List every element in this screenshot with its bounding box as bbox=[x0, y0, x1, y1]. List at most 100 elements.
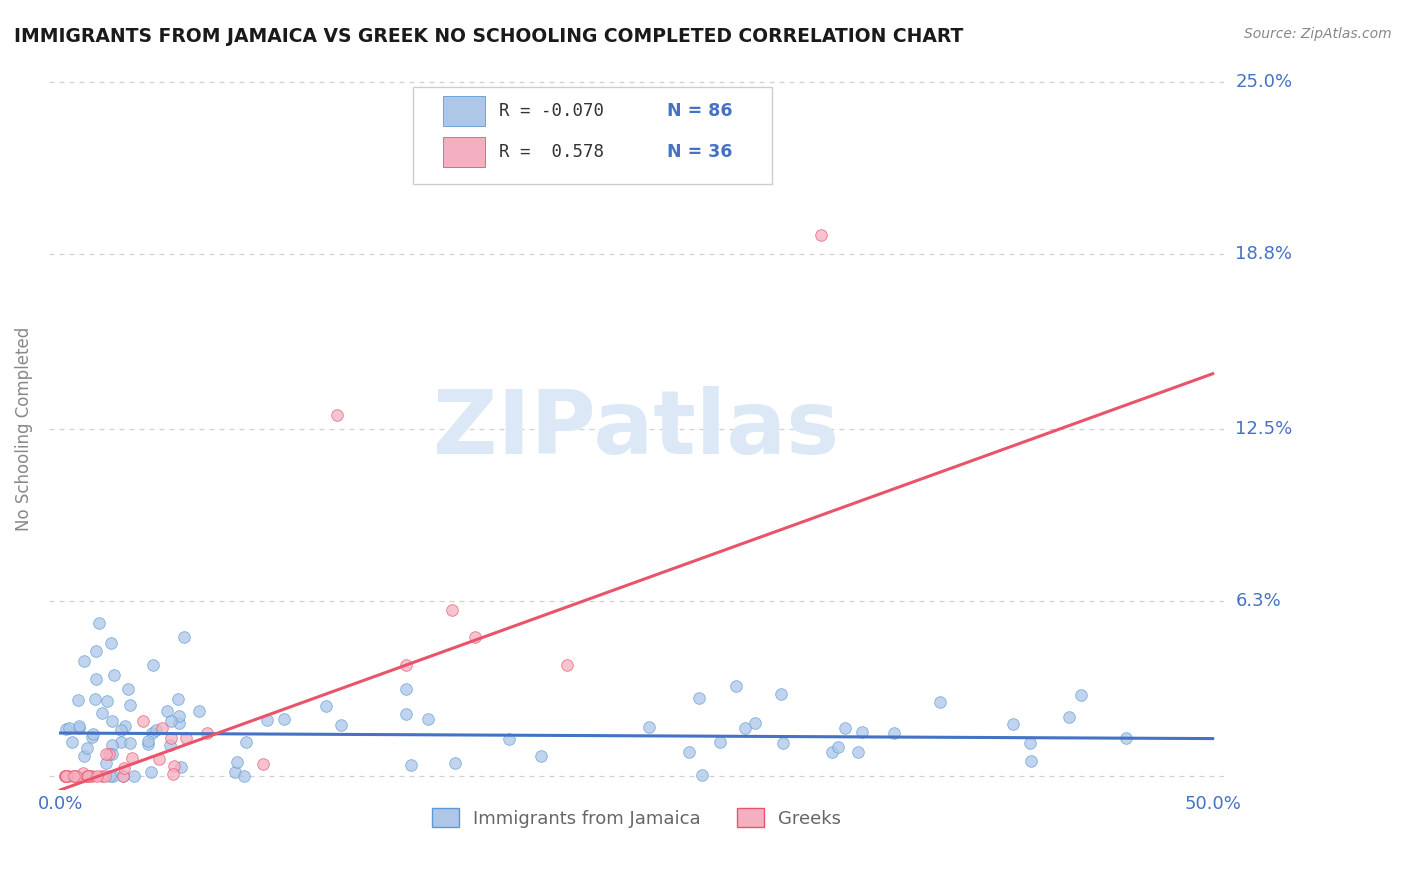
Point bbox=[110, 723, 132, 737]
Point bbox=[139, 764, 162, 779]
Point bbox=[53, 769, 76, 783]
Text: 18.8%: 18.8% bbox=[1236, 245, 1292, 263]
Point bbox=[772, 736, 794, 750]
Point bbox=[55, 769, 77, 783]
Point bbox=[82, 727, 104, 741]
Point bbox=[1019, 754, 1042, 768]
Point bbox=[98, 769, 121, 783]
Point bbox=[101, 714, 124, 729]
Text: IMMIGRANTS FROM JAMAICA VS GREEK NO SCHOOLING COMPLETED CORRELATION CHART: IMMIGRANTS FROM JAMAICA VS GREEK NO SCHO… bbox=[14, 27, 963, 45]
Point bbox=[159, 714, 181, 728]
Point bbox=[395, 681, 418, 696]
Bar bbox=[443, 136, 485, 167]
Text: 12.5%: 12.5% bbox=[1236, 420, 1292, 438]
Point bbox=[273, 712, 295, 726]
Point bbox=[167, 708, 190, 723]
Point bbox=[821, 745, 844, 759]
Bar bbox=[443, 96, 485, 127]
Point bbox=[62, 769, 84, 783]
Text: R =  0.578: R = 0.578 bbox=[499, 143, 605, 161]
Point bbox=[114, 718, 136, 732]
Point bbox=[395, 658, 418, 673]
Point bbox=[744, 716, 766, 731]
Point bbox=[173, 630, 195, 644]
Point bbox=[769, 687, 792, 701]
Point bbox=[77, 769, 100, 783]
Point bbox=[159, 738, 181, 752]
Point bbox=[65, 769, 87, 783]
Point bbox=[195, 725, 218, 739]
Point bbox=[395, 706, 418, 721]
Point bbox=[160, 731, 183, 745]
Point bbox=[112, 769, 135, 783]
Point bbox=[557, 658, 579, 673]
Point bbox=[132, 714, 155, 728]
Point bbox=[94, 747, 117, 761]
Point bbox=[678, 745, 700, 759]
Point bbox=[834, 721, 856, 735]
Point bbox=[76, 741, 98, 756]
Text: N = 86: N = 86 bbox=[668, 102, 733, 120]
Point bbox=[162, 767, 184, 781]
Point bbox=[53, 769, 76, 783]
Point bbox=[80, 730, 103, 744]
Point bbox=[224, 764, 246, 779]
Point bbox=[142, 658, 165, 673]
Point bbox=[90, 769, 112, 783]
Point bbox=[55, 722, 77, 736]
Point bbox=[1115, 731, 1137, 745]
Point bbox=[150, 722, 173, 736]
Point bbox=[76, 769, 98, 783]
Point bbox=[141, 725, 163, 739]
Point bbox=[124, 769, 146, 783]
Point bbox=[100, 747, 122, 761]
Point bbox=[188, 704, 211, 718]
Point bbox=[256, 713, 278, 727]
Point bbox=[82, 769, 104, 783]
Point bbox=[96, 756, 118, 771]
Point bbox=[399, 758, 422, 772]
Point bbox=[690, 768, 713, 782]
Point bbox=[112, 761, 135, 775]
Point bbox=[827, 739, 849, 754]
Point bbox=[86, 769, 108, 783]
Point bbox=[444, 756, 467, 770]
Point bbox=[637, 720, 659, 734]
Point bbox=[103, 668, 125, 682]
Point bbox=[84, 691, 107, 706]
Point bbox=[810, 227, 832, 242]
Point bbox=[100, 636, 122, 650]
Point bbox=[67, 721, 90, 735]
Point bbox=[67, 693, 90, 707]
Point bbox=[416, 713, 439, 727]
Point bbox=[724, 679, 747, 693]
Point bbox=[90, 706, 112, 721]
Text: N = 36: N = 36 bbox=[668, 143, 733, 161]
FancyBboxPatch shape bbox=[413, 87, 772, 184]
Point bbox=[86, 644, 108, 658]
Point bbox=[56, 769, 79, 783]
Point bbox=[84, 672, 107, 686]
Point bbox=[464, 630, 486, 644]
Text: 6.3%: 6.3% bbox=[1236, 592, 1281, 610]
Point bbox=[851, 725, 873, 739]
Point bbox=[846, 745, 869, 759]
Point bbox=[98, 747, 121, 762]
Point bbox=[67, 719, 90, 733]
Point bbox=[72, 766, 94, 780]
Point bbox=[252, 757, 274, 772]
Point bbox=[441, 602, 464, 616]
Point bbox=[73, 749, 96, 764]
Point bbox=[709, 735, 731, 749]
Point bbox=[530, 749, 553, 764]
Point bbox=[225, 755, 247, 769]
Point bbox=[1019, 736, 1042, 750]
Point bbox=[162, 759, 184, 773]
Point bbox=[145, 723, 167, 737]
Point bbox=[330, 718, 353, 732]
Point bbox=[148, 752, 170, 766]
Point bbox=[120, 698, 142, 712]
Point bbox=[112, 769, 135, 783]
Point bbox=[100, 738, 122, 752]
Point bbox=[73, 654, 96, 668]
